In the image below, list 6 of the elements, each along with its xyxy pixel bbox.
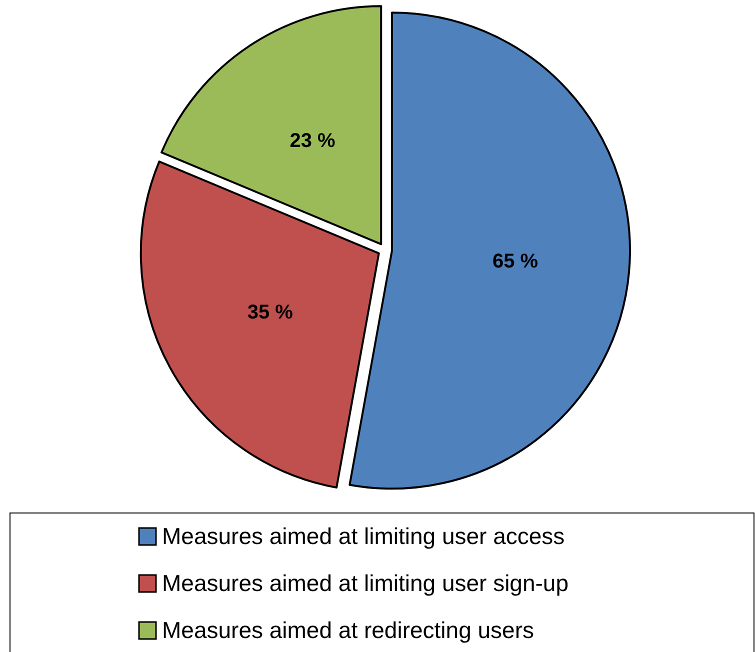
legend-label: Measures aimed at limiting user access [162, 523, 565, 549]
data-label: 65 % [492, 250, 538, 273]
legend-label: Measures aimed at redirecting users [162, 617, 534, 643]
data-label: 23 % [290, 130, 336, 152]
legend-label: Measures aimed at limiting user sign-up [162, 570, 569, 596]
data-label: 35 % [247, 301, 294, 324]
